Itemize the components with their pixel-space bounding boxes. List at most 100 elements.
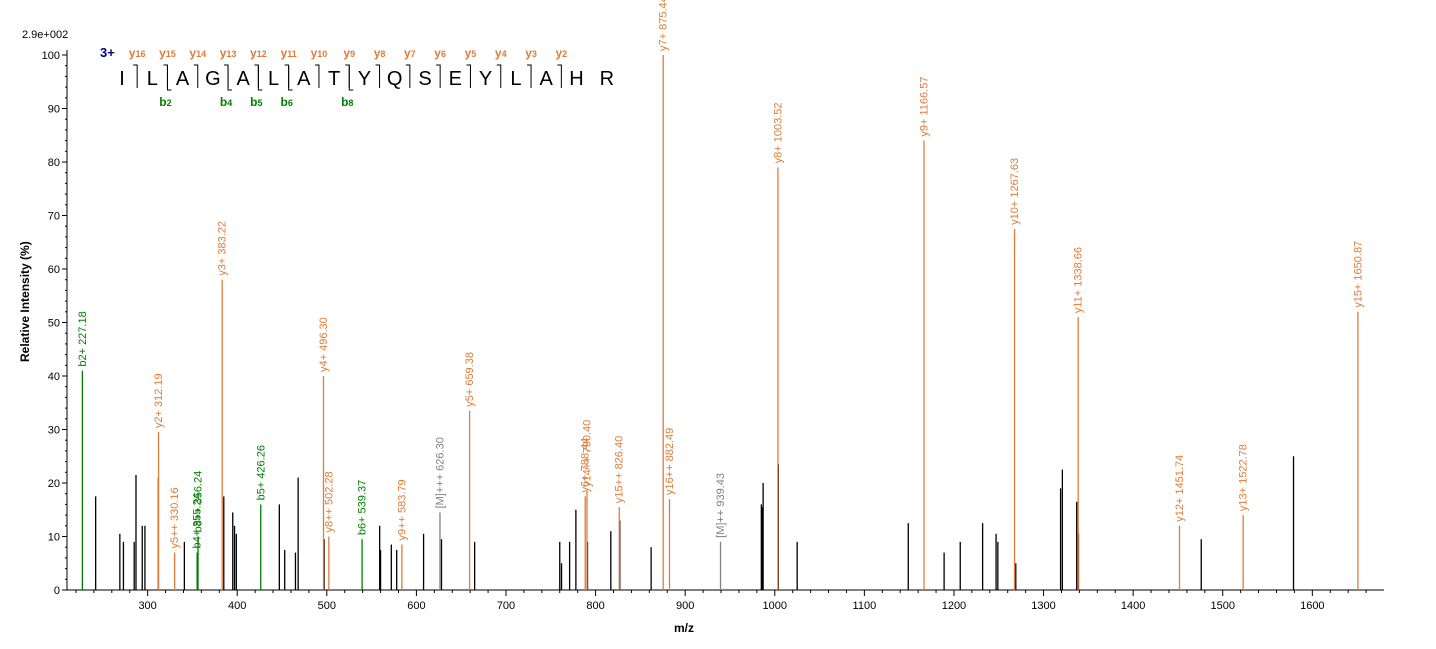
x-axis-label: m/z [674,621,694,635]
residue: G [205,68,221,90]
residue: A [176,68,190,90]
charge-state: 3+ [100,45,115,60]
peak-label: [M]++ 939.43 [715,473,727,538]
peak-label: y5+ 659.38 [464,352,476,407]
residue: H [569,68,583,90]
b-ion-bracket [166,66,172,91]
peak-label: b8++ 356.24 [193,471,205,533]
y-ion-number: 12 [257,49,267,59]
y-ion-marker: y4 [495,46,507,60]
peak-label: y4+ 496.30 [318,317,330,372]
residue: Y [479,68,492,90]
residue: L [510,68,521,90]
peak-label: b4+ 355.24 [192,493,204,548]
peak-label: b2+ 227.18 [77,311,89,366]
y-ion-marker: y5 [465,46,477,60]
y-ion-number: 5 [471,49,476,59]
x-tick-label: 1000 [763,600,787,612]
b-ion-marker: b4 [220,95,232,109]
residue: A [540,68,554,90]
x-tick-label: 400 [228,600,246,612]
b-ion-number: 4 [227,98,232,108]
b-ion-bracket [257,66,263,91]
y-ion-bracket [314,64,320,88]
y-ion-marker: y12 [250,46,267,60]
x-tick-label: 1600 [1300,600,1324,612]
y-tick-label: 0 [54,585,60,597]
y-ion-number: 11 [287,49,297,59]
peak-label: y14++ 790.40 [581,420,593,487]
b-ion-bracket [227,66,233,91]
x-tick-label: 700 [497,600,515,612]
y-ion-marker: y13 [220,46,237,60]
peak-label: y6+ 788.44 [580,438,592,493]
peak-label: y15++ 826.40 [614,436,626,503]
peak-label: y11+ 1338.66 [1073,247,1085,313]
peak-label: y7+ 875.44 [658,0,670,51]
b-ion-marker: b5 [250,95,262,109]
y-ion-marker: y7 [404,46,416,60]
y-ion-number: 3 [532,49,537,59]
y-ion-number: 16 [135,49,145,59]
peak-label: y8+ 1003.52 [772,102,784,163]
y-ion-bracket [436,64,441,88]
x-tick-label: 1500 [1210,600,1234,612]
y-tick-label: 90 [48,104,60,116]
b-ion-number: 2 [167,98,172,108]
y-tick-label: 10 [48,532,60,544]
residue: A [237,68,251,90]
y-tick-label: 70 [48,211,60,223]
intensity-scale-label: 2.9e+002 [22,29,68,41]
y-tick-label: 40 [48,371,60,383]
y-ion-marker: y9 [343,46,355,60]
peak-label: y15+ 1650.87 [1352,241,1364,308]
y-ion-number: 15 [166,49,176,59]
y-ion-bracket [375,64,381,88]
y-ion-bracket [527,64,532,88]
y-ion-bracket [254,64,259,88]
b-ion-marker: b2 [159,95,171,109]
y-ion-bracket [224,64,229,88]
residue: L [147,68,158,90]
y-ion-number: 8 [380,49,385,59]
x-tick-label: 600 [407,600,425,612]
peak-label: b5+ 426.26 [255,445,267,500]
peak-label: y13+ 1522.78 [1238,444,1250,511]
peak-label: y3+ 383.22 [217,221,229,276]
x-tick-label: 800 [586,600,604,612]
y-ion-bracket [193,64,199,88]
y-ion-number: 7 [411,49,416,59]
y-ion-bracket [133,64,138,88]
axes: 0 10 20 30 40 50 60 70 80 90 100 300 400 500 600 700 800… [42,50,1384,612]
y-ion-marker: y3 [525,46,537,60]
y-ion-marker: y15 [159,46,176,60]
b-ion-bracket [288,66,293,91]
y-ion-number: 13 [226,49,236,59]
b-ion-number: 5 [258,98,263,108]
y-ion-bracket [163,64,168,88]
y-ion-number: 9 [350,49,355,59]
x-tick-label: 500 [318,600,336,612]
peak-label: y8++ 502.28 [323,471,335,532]
y-ion-bracket [496,64,502,88]
residue: Y [358,68,371,90]
b-ion-bracket [348,66,354,91]
b-ion-marker: b8 [341,95,353,109]
y-tick-label: 100 [42,50,60,62]
y-ion-bracket [345,64,350,88]
peak-label: y9++ 583.79 [396,479,408,540]
x-tick-label: 1100 [853,600,877,612]
y-ion-bracket [557,64,562,88]
y-ion-marker: y11 [281,46,297,60]
peak-label: [M]+++ 626.30 [434,437,446,508]
residue: Q [387,68,403,90]
y-ion-bracket [284,64,290,88]
y-ion-marker: y16 [129,46,146,60]
y-axis-label: Relative Intensity (%) [18,241,32,362]
y-ion-marker: y10 [311,46,328,60]
y-tick-label: 20 [48,478,60,490]
residue: S [418,68,431,90]
